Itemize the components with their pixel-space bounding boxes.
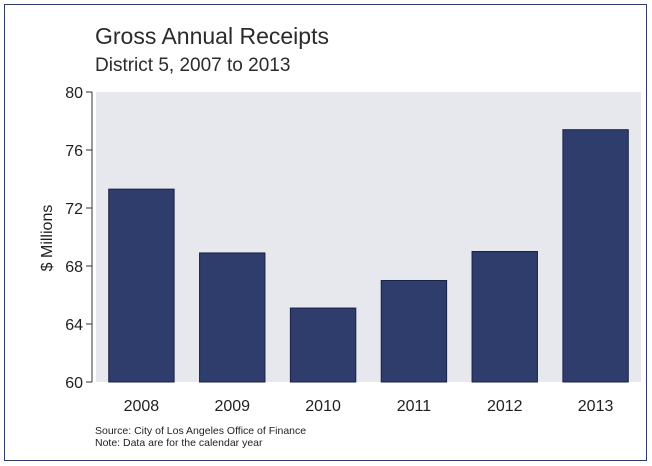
y-tick-label: 64 bbox=[65, 317, 83, 334]
y-tick-label: 68 bbox=[65, 259, 83, 276]
y-tick-label: 60 bbox=[65, 375, 83, 392]
x-tick-label: 2010 bbox=[305, 398, 341, 415]
calendar-note: Note: Data are for the calendar year bbox=[95, 437, 263, 449]
x-tick-label: 2009 bbox=[214, 398, 250, 415]
bar-2012 bbox=[471, 251, 538, 383]
bar-2008 bbox=[108, 188, 175, 383]
x-tick-label: 2013 bbox=[578, 398, 614, 415]
chart-title: Gross Annual Receipts bbox=[95, 23, 329, 49]
x-axis: 2008 2009 2010 2011 2012 2013 bbox=[124, 398, 614, 415]
x-tick-label: 2011 bbox=[397, 398, 432, 415]
source-note: Source: City of Los Angeles Office of Fi… bbox=[95, 425, 306, 437]
bar-2011 bbox=[380, 280, 448, 383]
y-axis-label: $ Millions bbox=[39, 205, 56, 272]
y-tick-label: 80 bbox=[65, 85, 83, 102]
bars-group bbox=[108, 129, 629, 383]
x-tick-label: 2012 bbox=[487, 398, 523, 415]
x-tick-label: 2008 bbox=[124, 398, 160, 415]
y-tick-label: 72 bbox=[65, 201, 83, 218]
bar-2010 bbox=[289, 307, 357, 383]
bar-2013 bbox=[562, 129, 629, 383]
y-axis: 60 64 68 72 76 80 bbox=[65, 85, 93, 392]
y-tick-label: 76 bbox=[65, 143, 83, 160]
bar-2009 bbox=[199, 252, 266, 383]
chart-subtitle: District 5, 2007 to 2013 bbox=[95, 55, 290, 76]
plot-area bbox=[96, 92, 641, 382]
